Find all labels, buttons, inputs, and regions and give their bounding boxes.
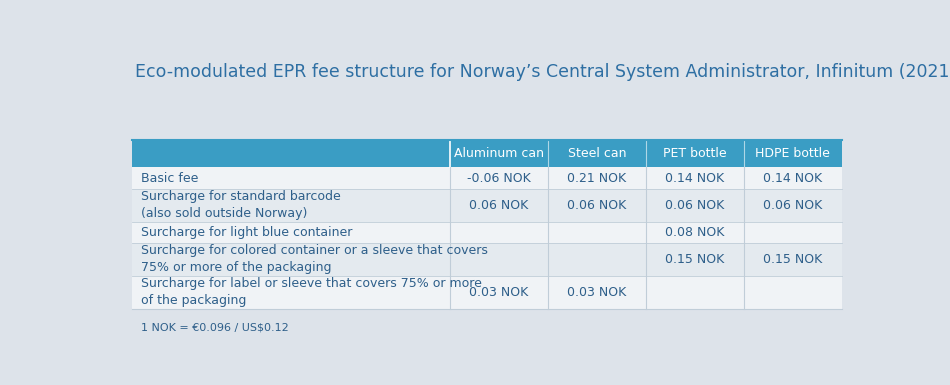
Text: 0.03 NOK: 0.03 NOK <box>469 286 528 299</box>
Text: Surcharge for light blue container: Surcharge for light blue container <box>141 226 352 239</box>
Text: HDPE bottle: HDPE bottle <box>755 147 830 160</box>
Text: Basic fee: Basic fee <box>141 172 199 184</box>
Bar <box>132 167 842 189</box>
Text: Surcharge for standard barcode
(also sold outside Norway): Surcharge for standard barcode (also sol… <box>141 190 341 220</box>
Text: -0.06 NOK: -0.06 NOK <box>467 172 531 184</box>
Text: 0.15 NOK: 0.15 NOK <box>665 253 725 266</box>
Text: 0.06 NOK: 0.06 NOK <box>469 199 528 212</box>
Text: Steel can: Steel can <box>568 147 626 160</box>
Text: Aluminum can: Aluminum can <box>454 147 544 160</box>
Text: Surcharge for label or sleeve that covers 75% or more
of the packaging: Surcharge for label or sleeve that cover… <box>141 277 482 307</box>
Text: PET bottle: PET bottle <box>663 147 727 160</box>
Text: 0.06 NOK: 0.06 NOK <box>567 199 626 212</box>
Text: 0.06 NOK: 0.06 NOK <box>763 199 823 212</box>
Text: 0.14 NOK: 0.14 NOK <box>665 172 725 184</box>
Text: 0.08 NOK: 0.08 NOK <box>665 226 725 239</box>
Bar <box>132 243 842 276</box>
Bar <box>132 221 842 243</box>
Text: Surcharge for colored container or a sleeve that covers
75% or more of the packa: Surcharge for colored container or a sle… <box>141 244 487 274</box>
Text: 1 NOK = €0.096 / US$0.12: 1 NOK = €0.096 / US$0.12 <box>141 323 289 333</box>
Bar <box>132 140 842 167</box>
Text: 0.03 NOK: 0.03 NOK <box>567 286 626 299</box>
Text: 0.06 NOK: 0.06 NOK <box>665 199 725 212</box>
Text: Eco-modulated EPR fee structure for Norway’s Central System Administrator, Infin: Eco-modulated EPR fee structure for Norw… <box>135 62 950 80</box>
Bar <box>132 276 842 308</box>
Text: 0.14 NOK: 0.14 NOK <box>763 172 823 184</box>
Text: 0.21 NOK: 0.21 NOK <box>567 172 626 184</box>
Text: 0.15 NOK: 0.15 NOK <box>763 253 823 266</box>
Bar <box>132 189 842 221</box>
